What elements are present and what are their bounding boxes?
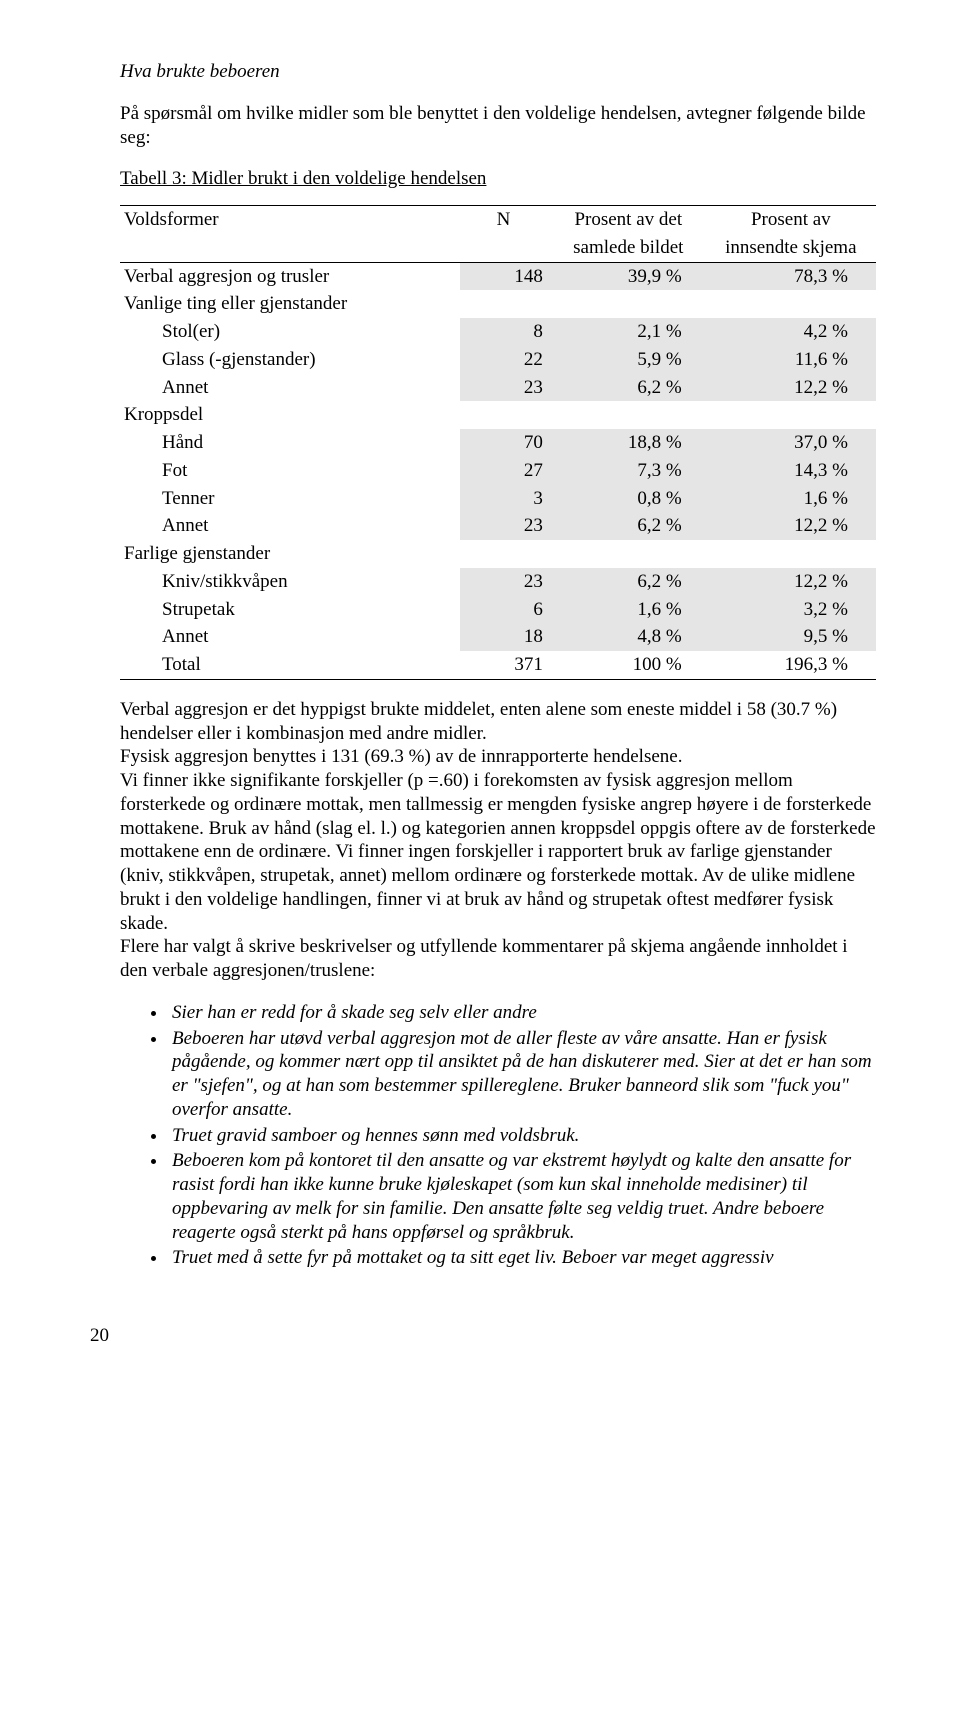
section-heading: Hva brukte beboeren xyxy=(120,60,876,84)
table-number: Tabell 3 xyxy=(120,168,181,189)
row-label: Annet xyxy=(120,374,460,402)
row-p2: 9,5 % xyxy=(710,623,876,651)
row-label: Strupetak xyxy=(120,596,460,624)
table-row: Annet184,8 %9,5 % xyxy=(120,623,876,651)
table-row: Tenner30,8 %1,6 % xyxy=(120,485,876,513)
col-header-p1-line1: Prosent av det xyxy=(551,206,710,234)
table-title: : Midler brukt i den voldelige hendelsen xyxy=(181,168,486,189)
list-item: Beboeren har utøvd verbal aggresjon mot … xyxy=(168,1027,876,1122)
row-n: 6 xyxy=(460,596,551,624)
col-header-p2-line1: Prosent av xyxy=(710,206,876,234)
row-n: 22 xyxy=(460,346,551,374)
row-label: Fot xyxy=(120,457,460,485)
table-row: Verbal aggresjon og trusler14839,9 %78,3… xyxy=(120,262,876,290)
list-item: Truet med å sette fyr på mottaket og ta … xyxy=(168,1246,876,1270)
row-p1: 39,9 % xyxy=(551,262,710,290)
table-row: Kroppsdel xyxy=(120,401,876,429)
row-n: 18 xyxy=(460,623,551,651)
row-n: 23 xyxy=(460,374,551,402)
row-p1: 6,2 % xyxy=(551,374,710,402)
row-p2: 3,2 % xyxy=(710,596,876,624)
row-p1: 0,8 % xyxy=(551,485,710,513)
row-n: 148 xyxy=(460,262,551,290)
row-label: Annet xyxy=(120,512,460,540)
table-row: Farlige gjenstander xyxy=(120,540,876,568)
row-label: Tenner xyxy=(120,485,460,513)
list-item: Beboeren kom på kontoret til den ansatte… xyxy=(168,1149,876,1244)
row-p2: 4,2 % xyxy=(710,318,876,346)
row-p1: 6,2 % xyxy=(551,512,710,540)
col-header-p1-line2: samlede bildet xyxy=(551,234,710,262)
row-p2: 1,6 % xyxy=(710,485,876,513)
row-p1: 18,8 % xyxy=(551,429,710,457)
table-row: Fot277,3 %14,3 % xyxy=(120,457,876,485)
table-row: Annet236,2 %12,2 % xyxy=(120,512,876,540)
row-p2: 78,3 % xyxy=(710,262,876,290)
row-p1: 4,8 % xyxy=(551,623,710,651)
row-p2: 14,3 % xyxy=(710,457,876,485)
category-label: Vanlige ting eller gjenstander xyxy=(120,290,876,318)
table-row: Stol(er)82,1 %4,2 % xyxy=(120,318,876,346)
table-caption: Tabell 3: Midler brukt i den voldelige h… xyxy=(120,167,876,191)
row-p1: 7,3 % xyxy=(551,457,710,485)
row-n: 27 xyxy=(460,457,551,485)
row-n: 70 xyxy=(460,429,551,457)
row-p1: 1,6 % xyxy=(551,596,710,624)
table-row: Glass (-gjenstander)225,9 %11,6 % xyxy=(120,346,876,374)
row-p2: 11,6 % xyxy=(710,346,876,374)
col-header-n: N xyxy=(460,206,551,234)
row-p1: 5,9 % xyxy=(551,346,710,374)
table-row: Kniv/stikkvåpen236,2 %12,2 % xyxy=(120,568,876,596)
table-header-row: Voldsformer N Prosent av det Prosent av xyxy=(120,206,876,234)
row-label: Glass (-gjenstander) xyxy=(120,346,460,374)
row-label: Annet xyxy=(120,623,460,651)
col-header-voldsformer: Voldsformer xyxy=(120,206,460,234)
total-p1: 100 % xyxy=(551,651,710,679)
data-table: Voldsformer N Prosent av det Prosent av … xyxy=(120,205,876,680)
body-paragraph: Verbal aggresjon er det hyppigst brukte … xyxy=(120,698,876,983)
list-item: Truet gravid samboer og hennes sønn med … xyxy=(168,1124,876,1148)
row-p2: 12,2 % xyxy=(710,568,876,596)
row-n: 8 xyxy=(460,318,551,346)
col-header-p2-line2: innsendte skjema xyxy=(710,234,876,262)
row-p2: 12,2 % xyxy=(710,374,876,402)
table-row: Annet236,2 %12,2 % xyxy=(120,374,876,402)
row-label: Hånd xyxy=(120,429,460,457)
row-p2: 37,0 % xyxy=(710,429,876,457)
row-label: Kniv/stikkvåpen xyxy=(120,568,460,596)
list-item: Sier han er redd for å skade seg selv el… xyxy=(168,1001,876,1025)
table-row: Hånd7018,8 %37,0 % xyxy=(120,429,876,457)
page-number: 20 xyxy=(90,1324,876,1348)
bullet-list: Sier han er redd for å skade seg selv el… xyxy=(120,1001,876,1270)
row-p1: 2,1 % xyxy=(551,318,710,346)
total-label: Total xyxy=(120,651,460,679)
table-header-row-2: samlede bildet innsendte skjema xyxy=(120,234,876,262)
row-label: Verbal aggresjon og trusler xyxy=(120,262,460,290)
category-label: Farlige gjenstander xyxy=(120,540,876,568)
table-total-row: Total 371 100 % 196,3 % xyxy=(120,651,876,679)
row-n: 23 xyxy=(460,568,551,596)
total-n: 371 xyxy=(460,651,551,679)
category-label: Kroppsdel xyxy=(120,401,876,429)
table-row: Strupetak61,6 %3,2 % xyxy=(120,596,876,624)
row-n: 23 xyxy=(460,512,551,540)
row-p2: 12,2 % xyxy=(710,512,876,540)
row-p1: 6,2 % xyxy=(551,568,710,596)
row-n: 3 xyxy=(460,485,551,513)
intro-paragraph: På spørsmål om hvilke midler som ble ben… xyxy=(120,102,876,150)
total-p2: 196,3 % xyxy=(710,651,876,679)
table-row: Vanlige ting eller gjenstander xyxy=(120,290,876,318)
row-label: Stol(er) xyxy=(120,318,460,346)
